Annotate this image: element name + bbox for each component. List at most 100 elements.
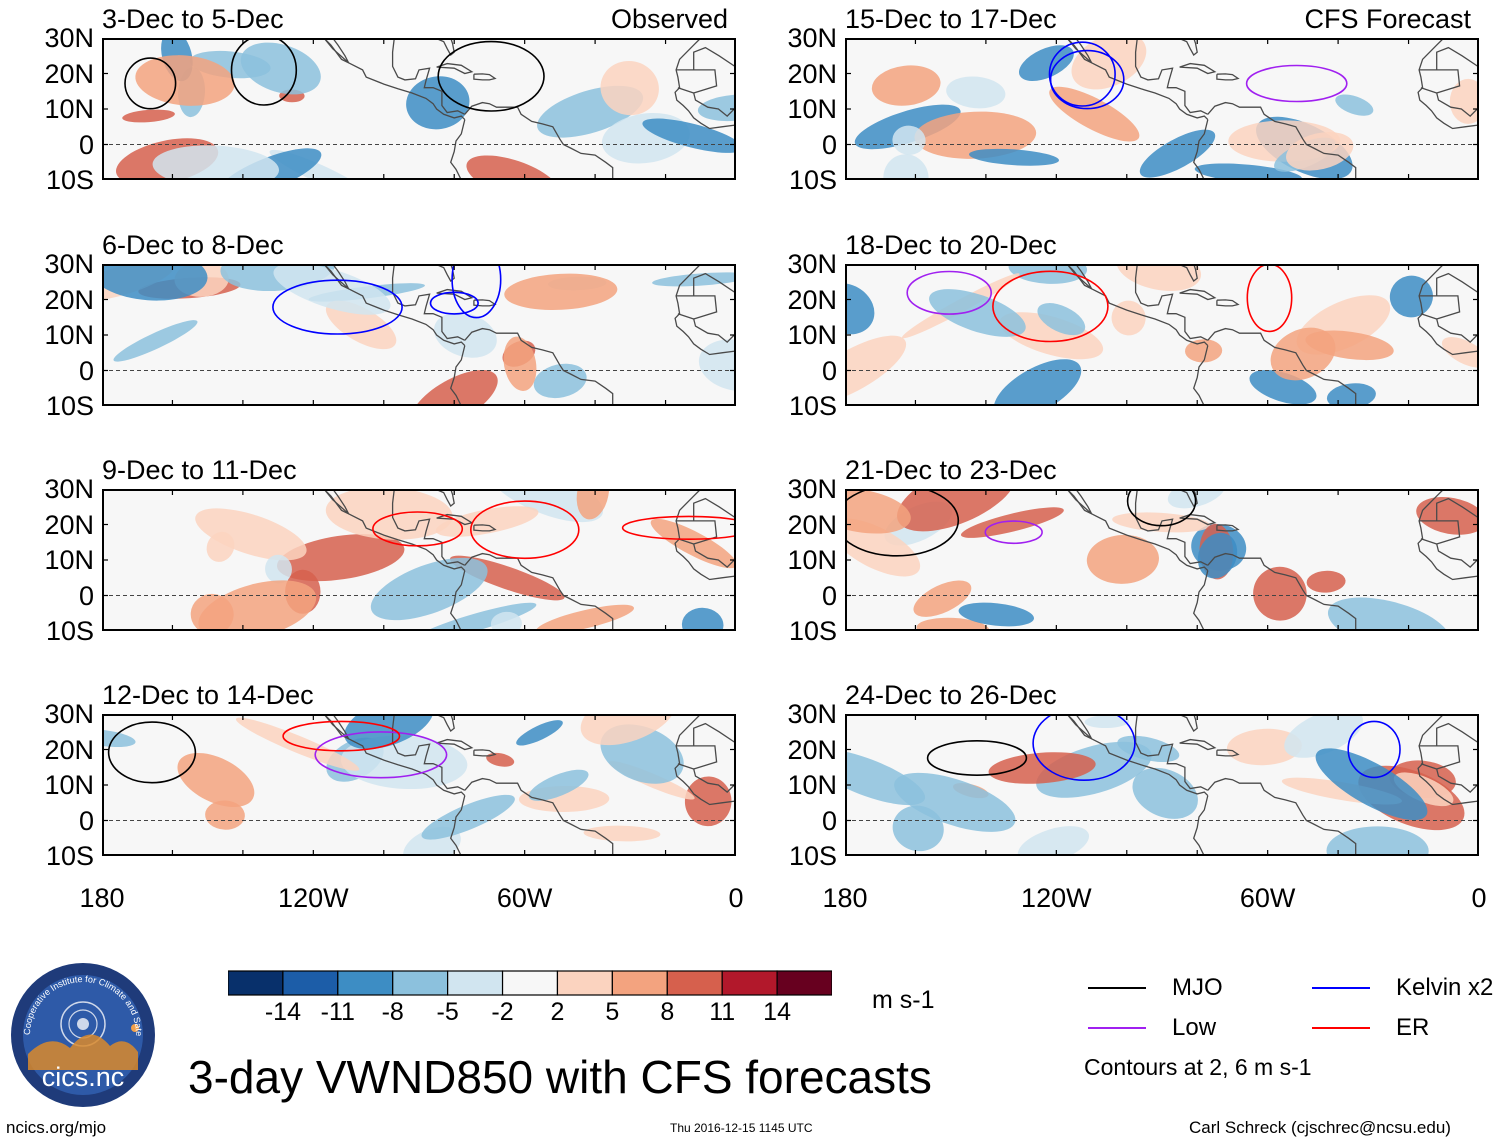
anomaly-shading <box>845 748 926 806</box>
main-title: 3-day VWND850 with CFS forecasts <box>188 1051 932 1103</box>
coastline <box>674 489 736 581</box>
anomaly-shading <box>122 109 175 123</box>
panel-frame <box>845 489 1479 631</box>
latitude-label: 20N <box>787 284 837 315</box>
colorbar-swatch <box>337 970 394 996</box>
coastline <box>449 119 466 180</box>
legend-swatch <box>1312 1027 1370 1029</box>
contour-line <box>230 38 298 106</box>
anomaly-shading <box>533 363 587 399</box>
map-panel <box>845 714 1479 856</box>
coastline <box>674 264 736 356</box>
map-panel <box>102 489 736 631</box>
anomaly-shading <box>871 65 941 106</box>
longitude-label: 60W <box>496 883 553 913</box>
legend-swatch <box>1312 987 1370 989</box>
latitude-label: 10N <box>44 545 94 575</box>
anomaly-shading <box>503 336 537 391</box>
longitude-label: 0 <box>728 883 744 913</box>
anomaly-shading <box>1335 94 1374 116</box>
anomaly-shading <box>652 272 736 287</box>
anomaly-shading <box>988 752 1096 784</box>
anomaly-shading <box>1393 772 1454 807</box>
colorbar <box>228 970 832 996</box>
map-panel <box>845 489 1479 631</box>
coastline <box>1419 46 1479 71</box>
coastline <box>1417 38 1479 130</box>
latitude-label: 20N <box>787 509 837 540</box>
latitude-label: 10N <box>787 770 837 800</box>
coastline <box>1207 101 1357 180</box>
anomaly-shading <box>1111 300 1146 336</box>
coastline <box>1134 38 1209 115</box>
map-panel <box>845 38 1479 180</box>
map-panel <box>845 264 1479 406</box>
contour-line <box>1347 720 1401 779</box>
footer-url: ncics.org/mjo <box>6 1118 107 1137</box>
map-canvas <box>845 38 1479 180</box>
map-canvas <box>102 264 736 406</box>
coastline <box>1419 497 1479 522</box>
anomaly-shading <box>1327 597 1451 631</box>
anomaly-shading <box>195 508 307 561</box>
map-canvas <box>845 714 1479 856</box>
anomaly-shading <box>1116 264 1202 291</box>
latitude-label: 20N <box>44 284 94 315</box>
colorbar-swatch <box>666 970 723 996</box>
contour-line <box>437 40 545 112</box>
latitude-label: 30N <box>787 699 837 729</box>
anomaly-shading <box>960 507 1064 538</box>
contour-line <box>845 489 960 557</box>
panel-frame <box>845 38 1479 180</box>
coastline <box>1207 552 1357 631</box>
map-canvas <box>102 489 736 631</box>
contour-line <box>1048 41 1116 107</box>
colorbar-tick-label: -14 <box>264 998 301 1026</box>
anomaly-shading <box>845 489 911 534</box>
coastline <box>1066 489 1093 515</box>
anomaly-shading <box>344 714 434 750</box>
coastline <box>1420 763 1479 793</box>
anomaly-shading <box>600 60 659 116</box>
anomaly-shading <box>516 720 563 746</box>
contour-line <box>314 731 448 779</box>
legend-label: MJO <box>1172 974 1223 1001</box>
footer-timestamp: Thu 2016-12-15 1145 UTC <box>670 1121 813 1135</box>
anomaly-shading <box>1185 339 1223 363</box>
panel-tag: CFS Forecast <box>1304 4 1471 34</box>
anomaly-shading <box>113 320 198 362</box>
coastline <box>323 489 466 572</box>
panel-title: 15-Dec to 17-Dec <box>845 4 1057 34</box>
latitude-label: 30N <box>44 699 94 729</box>
colorbar-tick-label: 11 <box>709 998 736 1026</box>
anomaly-shading <box>486 752 515 767</box>
cics-logo: Cooperative Institute for Climate and Sa… <box>7 954 156 1108</box>
longitude-label: 120W <box>1021 883 1092 913</box>
coastline <box>323 489 350 515</box>
latitude-label: 20N <box>787 58 837 89</box>
contour-line <box>372 511 464 547</box>
latitude-label: 30N <box>787 249 837 279</box>
coastline <box>323 38 466 121</box>
latitude-label: 30N <box>44 249 94 279</box>
coastline <box>391 714 466 791</box>
latitude-label: 0 <box>821 805 837 836</box>
coastline <box>391 38 466 115</box>
colorbar-swatch <box>501 970 559 996</box>
anomaly-shading <box>435 506 539 537</box>
map-canvas <box>845 489 1479 631</box>
anomaly-shading <box>135 55 235 106</box>
anomaly-shading <box>1132 767 1198 819</box>
colorbar-tick-label: 5 <box>605 998 620 1026</box>
anomaly-shading <box>206 531 235 562</box>
panel-frame <box>102 264 736 406</box>
coastline <box>1419 722 1479 747</box>
anomaly-shading <box>1253 566 1307 621</box>
colorbar-swatch <box>228 970 284 996</box>
contour-line <box>451 264 502 319</box>
panel-title: 21-Dec to 23-Dec <box>845 455 1057 485</box>
anomaly-shading <box>177 752 255 808</box>
coastline <box>1066 714 1209 797</box>
contour-line <box>1032 714 1136 781</box>
anomaly-shading <box>897 489 1017 532</box>
